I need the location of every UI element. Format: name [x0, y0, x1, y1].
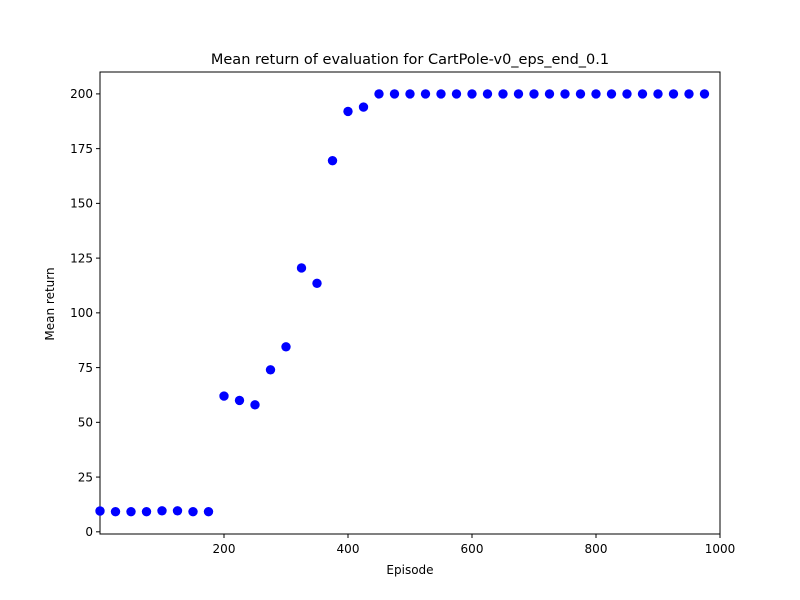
y-tick-label: 150 — [70, 197, 93, 211]
x-tick-label: 1000 — [705, 542, 736, 556]
y-tick-label: 100 — [70, 306, 93, 320]
data-point — [281, 342, 291, 352]
x-axis-label: Episode — [386, 563, 433, 577]
data-point — [389, 89, 400, 99]
data-point — [591, 89, 601, 99]
data-point — [513, 89, 524, 99]
x-tick-label: 600 — [461, 542, 484, 556]
plot-frame — [99, 71, 721, 535]
data-point — [203, 506, 214, 517]
data-point — [157, 506, 167, 516]
data-point — [188, 506, 198, 517]
data-point — [606, 89, 617, 99]
x-axis: 200 400 600 800 1000 — [213, 534, 736, 556]
data-point — [467, 89, 477, 99]
data-point — [544, 89, 555, 99]
y-tick-label: 125 — [70, 251, 93, 265]
data-point — [653, 89, 663, 99]
data-point — [312, 278, 322, 288]
data-point — [668, 89, 679, 99]
data-point — [684, 89, 694, 99]
data-points — [95, 89, 710, 517]
data-point — [699, 89, 710, 99]
data-point — [358, 102, 369, 112]
data-point — [343, 106, 353, 117]
data-point — [436, 89, 446, 99]
data-point — [420, 89, 431, 99]
data-point — [234, 395, 245, 406]
data-point — [126, 506, 136, 517]
data-point — [622, 89, 632, 99]
data-point — [110, 506, 121, 517]
chart-title: Mean return of evaluation for CartPole-v… — [211, 52, 609, 68]
data-point — [575, 89, 586, 99]
data-point — [374, 89, 384, 99]
data-point — [95, 506, 105, 516]
y-tick-label: 200 — [70, 87, 93, 101]
data-point — [560, 89, 570, 99]
data-point — [265, 365, 276, 375]
y-tick-label: 175 — [70, 142, 93, 156]
x-tick-label: 400 — [337, 542, 360, 556]
data-point — [451, 89, 462, 99]
data-point — [637, 89, 648, 99]
y-axis: 0 25 50 75 100 125 150 175 200 — [70, 87, 100, 539]
x-tick-label: 200 — [213, 542, 236, 556]
y-tick-label: 75 — [78, 361, 93, 375]
data-point — [482, 89, 493, 99]
plot-area — [99, 71, 721, 535]
data-point — [296, 263, 307, 273]
data-point — [172, 506, 183, 516]
y-tick-label: 25 — [78, 470, 93, 484]
data-point — [219, 391, 229, 401]
data-point — [141, 506, 152, 517]
data-point — [498, 89, 508, 99]
x-tick-label: 800 — [585, 542, 608, 556]
data-point — [327, 155, 338, 166]
data-point — [250, 400, 260, 410]
data-point — [405, 89, 415, 99]
y-tick-label: 50 — [78, 416, 93, 430]
y-axis-label: Mean return — [43, 267, 57, 340]
y-tick-label: 0 — [85, 525, 93, 539]
data-point — [529, 89, 539, 99]
